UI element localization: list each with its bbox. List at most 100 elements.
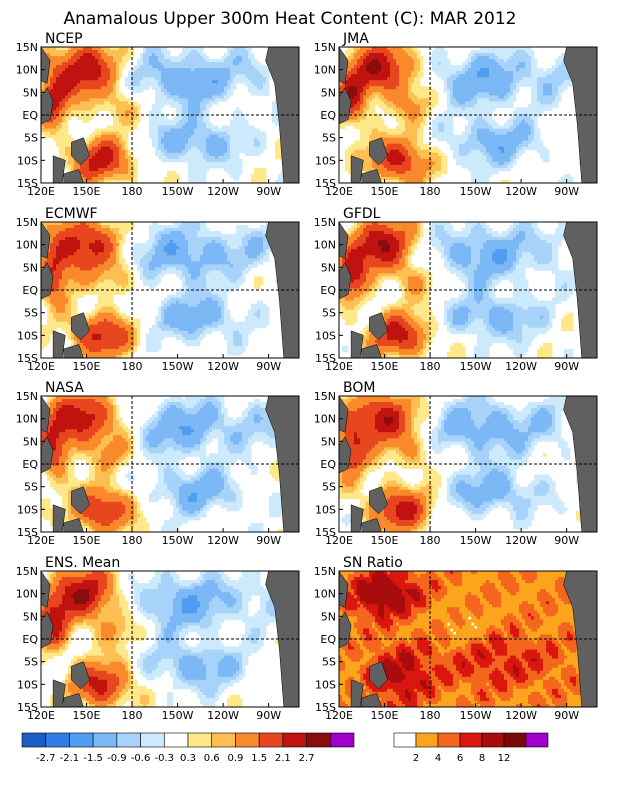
colorbar-swatch	[211, 732, 236, 748]
colorbar-label: -2.7	[36, 753, 56, 764]
land-mass	[339, 396, 349, 433]
colorbar-swatch	[45, 732, 70, 748]
y-tick-label: 15N	[16, 565, 38, 578]
land-mass	[350, 155, 364, 183]
y-tick-label: 15N	[16, 390, 38, 403]
y-tick-label: 15N	[314, 565, 336, 578]
colorbar-swatch	[116, 732, 141, 748]
land-mass	[41, 396, 51, 433]
land-mass	[71, 661, 90, 690]
colorbar-swatch	[437, 732, 461, 748]
colorbar-swatch	[187, 732, 213, 748]
y-tick-label: 5S	[24, 656, 38, 669]
map-field	[41, 396, 299, 532]
y-tick-label: 5N	[23, 86, 38, 99]
y-tick-label: 5N	[23, 610, 38, 623]
y-tick-label: 10S	[17, 154, 38, 167]
x-tick-label: 180	[122, 185, 143, 198]
y-tick-label: 10N	[314, 239, 336, 252]
x-tick-label: 180	[420, 709, 441, 722]
y-tick-label: 5S	[24, 481, 38, 494]
panel-label: NASA	[45, 380, 84, 396]
y-tick-label: 10S	[315, 329, 336, 342]
y-tick-label: 15S	[17, 177, 38, 190]
colorbar-swatch	[69, 732, 94, 748]
x-tick-label: 120W	[505, 185, 537, 198]
land-mass	[52, 504, 66, 532]
y-tick-label: EQ	[320, 109, 336, 122]
y-tick-label: 5N	[23, 261, 38, 274]
colorbar-swatch	[481, 732, 505, 748]
colorbar-label: -0.3	[155, 753, 175, 764]
x-tick-label: 180	[122, 360, 143, 373]
y-tick-label: EQ	[320, 284, 336, 297]
y-tick-label: 5S	[24, 307, 38, 320]
y-tick-label: EQ	[320, 633, 336, 646]
x-tick-label: 120E	[325, 360, 353, 373]
x-tick-label: 150W	[460, 709, 492, 722]
y-tick-label: 15N	[314, 216, 336, 229]
land-mass	[71, 137, 90, 166]
x-tick-label: 150E	[371, 185, 399, 198]
land-mass	[369, 312, 388, 341]
colorbar-swatch	[163, 732, 189, 748]
x-tick-label: 120E	[27, 360, 55, 373]
y-tick-label: 10N	[314, 588, 336, 601]
x-tick-label: 90W	[554, 709, 579, 722]
land-mass	[339, 571, 349, 608]
x-tick-label: 150E	[73, 709, 101, 722]
colorbar-label: 2	[413, 753, 419, 764]
x-tick-label: 90W	[256, 534, 281, 547]
x-tick-label: 150W	[162, 709, 194, 722]
colorbar-label: 4	[435, 753, 441, 764]
colorbar-swatch	[21, 732, 47, 748]
x-tick-label: 120E	[325, 534, 353, 547]
colorbar-label: -0.6	[131, 753, 151, 764]
x-tick-label: 90W	[256, 360, 281, 373]
panel-label: JMA	[342, 31, 369, 47]
x-tick-label: 90W	[256, 709, 281, 722]
y-tick-label: 15N	[314, 41, 336, 54]
colorbar-label: 2.1	[275, 753, 291, 764]
x-tick-label: 150E	[371, 709, 399, 722]
x-tick-label: 150E	[73, 534, 101, 547]
land-mass	[369, 137, 388, 166]
y-tick-label: 5S	[322, 132, 336, 145]
land-mass	[71, 312, 90, 341]
x-tick-label: 150E	[371, 360, 399, 373]
x-tick-label: 180	[420, 534, 441, 547]
land-mass	[369, 661, 388, 690]
colorbar-label: 1.5	[251, 753, 267, 764]
y-tick-label: 10N	[314, 413, 336, 426]
map-field	[41, 571, 299, 707]
y-tick-label: 15N	[314, 390, 336, 403]
colorbar-swatch	[525, 732, 549, 748]
land-mass	[52, 155, 66, 183]
y-tick-label: 15S	[315, 526, 336, 539]
x-tick-label: 120W	[505, 360, 537, 373]
x-tick-label: 90W	[554, 185, 579, 198]
y-tick-label: 10N	[16, 413, 38, 426]
panel-label: NCEP	[45, 31, 83, 47]
x-tick-label: 120E	[325, 709, 353, 722]
x-tick-label: 120W	[505, 534, 537, 547]
land-mass	[361, 344, 382, 358]
y-tick-label: 10S	[315, 154, 336, 167]
colorbar-swatch	[393, 732, 417, 748]
colorbar-label: 2.7	[299, 753, 315, 764]
y-tick-label: EQ	[22, 458, 38, 471]
y-tick-label: 15S	[315, 177, 336, 190]
land-mass	[350, 330, 364, 358]
x-tick-label: 120W	[207, 360, 239, 373]
x-tick-label: 180	[420, 360, 441, 373]
y-tick-label: 15N	[16, 41, 38, 54]
map-field	[41, 222, 299, 358]
land-mass	[350, 679, 364, 707]
x-tick-label: 150W	[460, 360, 492, 373]
panel-label: ENS. Mean	[45, 555, 120, 571]
x-tick-label: 150E	[371, 534, 399, 547]
